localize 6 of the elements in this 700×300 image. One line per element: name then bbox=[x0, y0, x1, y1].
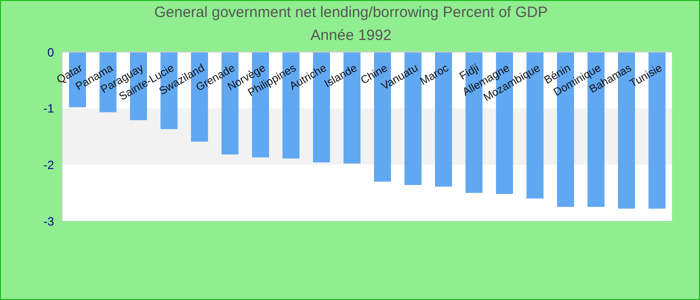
y-tick-label: 0 bbox=[47, 45, 54, 60]
y-tick-label: -1 bbox=[43, 102, 54, 116]
y-tick-label: -3 bbox=[43, 214, 54, 228]
chart-subtitle: Année 1992 bbox=[310, 27, 392, 44]
chart-title: General government net lending/borrowing Percent of GDP bbox=[153, 4, 549, 21]
y-tick-label: -2 bbox=[43, 158, 54, 172]
